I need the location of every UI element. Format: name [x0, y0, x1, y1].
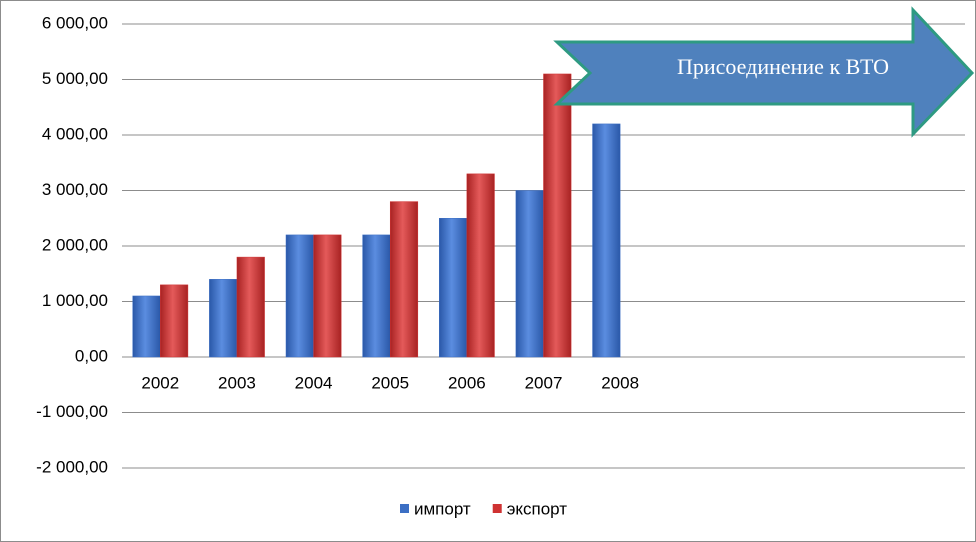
bar: [515, 190, 544, 358]
legend-label: импорт: [414, 499, 471, 518]
y-tick-label: -1 000,00: [36, 402, 108, 421]
bar: [285, 234, 314, 358]
annotation: Присоединение к ВТО: [677, 54, 889, 79]
x-tick-label: 2008: [601, 373, 639, 392]
x-tick-label: 2006: [448, 373, 486, 392]
bar: [132, 295, 161, 358]
bar: [160, 284, 189, 358]
y-tick-label: 3 000,00: [42, 180, 108, 199]
y-tick-label: 1 000,00: [42, 291, 108, 310]
y-tick-label: 0,00: [75, 346, 108, 365]
bar: [236, 256, 265, 358]
y-tick-label: 5 000,00: [42, 69, 108, 88]
legend-swatch: [492, 504, 502, 513]
legend-label: экспорт: [507, 499, 568, 518]
bar: [313, 234, 342, 358]
bar: [389, 201, 419, 358]
x-tick-label: 2003: [218, 373, 256, 392]
annotation-arrow: [553, 6, 975, 138]
y-tick-label: 4 000,00: [42, 124, 108, 143]
bar: [362, 234, 391, 358]
x-tick-label: 2007: [525, 373, 563, 392]
legend-swatch: [400, 504, 409, 513]
bar: [439, 218, 468, 358]
bar: [543, 73, 572, 358]
y-tick-label: 6 000,00: [42, 13, 108, 32]
bar: [466, 173, 495, 358]
bar: [209, 279, 238, 358]
bar: [592, 123, 621, 358]
x-tick-label: 2004: [295, 373, 333, 392]
x-tick-label: 2002: [141, 373, 179, 392]
y-tick-label: 2 000,00: [42, 235, 108, 254]
x-tick-label: 2005: [371, 373, 409, 392]
y-tick-label: -2 000,00: [36, 457, 108, 476]
